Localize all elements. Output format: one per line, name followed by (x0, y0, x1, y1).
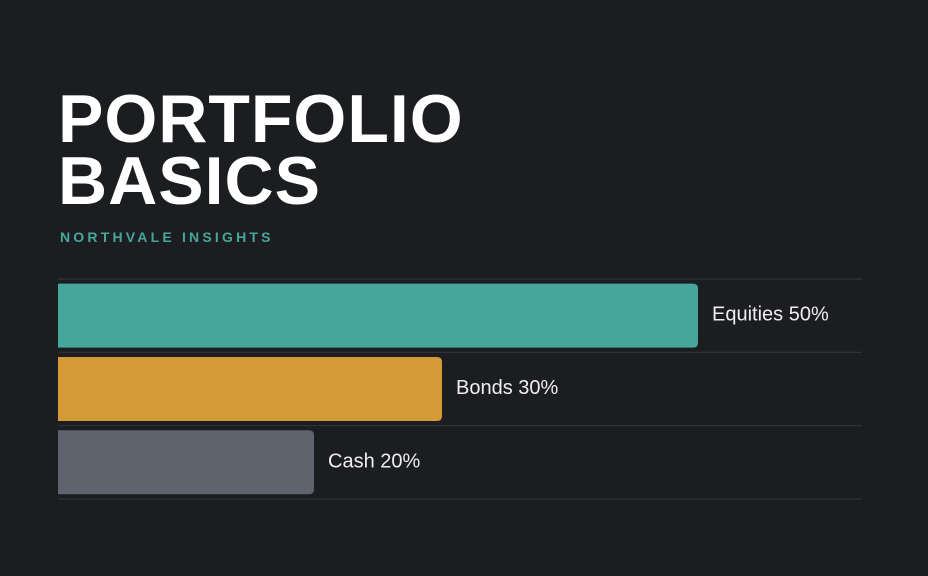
category-label: Cash (328, 451, 375, 473)
bar-label: Bonds 30% (456, 377, 559, 399)
value-label: 30% (518, 377, 558, 399)
bar (58, 356, 442, 421)
chart-title: PORTFOLIO BASICS (58, 81, 464, 219)
bar (58, 430, 314, 495)
bar (58, 283, 698, 348)
chart-subtitle: NORTHVALE INSIGHTS (60, 229, 274, 245)
category-label: Equities (712, 304, 783, 326)
bar-label: Equities 50% (712, 304, 829, 326)
value-label: 20% (380, 451, 420, 473)
value-label: 50% (789, 304, 829, 326)
bar-label: Cash 20% (328, 451, 421, 473)
category-label: Bonds (456, 377, 513, 399)
